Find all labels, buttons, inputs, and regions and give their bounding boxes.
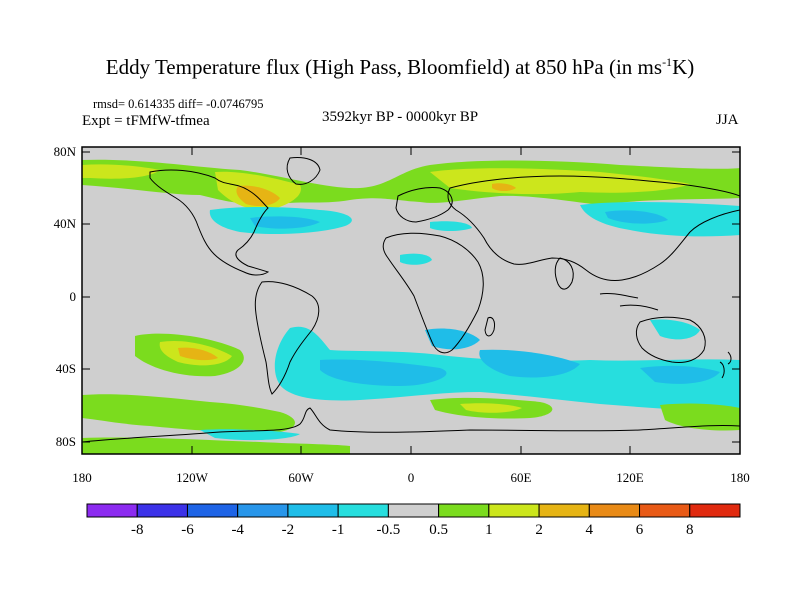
lon-label-180w: 180 [72, 470, 92, 485]
season-label: JJA [716, 112, 739, 128]
colorbar-swatch [86, 503, 138, 518]
south-pacific-orange [178, 347, 218, 361]
lon-label-120e: 120E [616, 470, 644, 485]
atlantic-negative-core [250, 216, 320, 229]
south-africa-negative [425, 328, 480, 350]
colorbar-swatch [538, 503, 590, 518]
north-africa-negative [400, 253, 432, 265]
title-tail: K) [672, 55, 695, 79]
colorbar-swatch [488, 503, 540, 518]
colorbar-swatch [186, 503, 239, 518]
eurasia-negative-core [605, 210, 668, 224]
period-label: 3592kyr BP - 0000kyr BP [322, 109, 479, 125]
lon-label-120w: 120W [176, 470, 208, 485]
north-america-coast [149, 169, 270, 276]
lat-label-40n: 40N [53, 216, 76, 231]
title-main: Eddy Temperature flux (High Pass, Bloomf… [105, 55, 663, 79]
colorbar-label: -8 [130, 522, 144, 538]
nh-orange-canada [236, 185, 280, 206]
nh-yellow-westpacific [82, 164, 160, 179]
lon-label-60e: 60E [510, 470, 532, 485]
southern-ocean-negative-core-3 [640, 365, 720, 384]
colorbar-label: -6 [181, 522, 194, 538]
india-coast [554, 257, 574, 290]
colorbar-label: 4 [585, 522, 594, 538]
colorbar-label: 6 [635, 522, 644, 538]
colorbar-label: -2 [281, 522, 295, 538]
lat-label-0: 0 [69, 289, 77, 304]
colorbar-label: 2 [535, 522, 543, 538]
madagascar-coast [484, 317, 495, 337]
experiment-label: Expt = tFMfW-tfmea [82, 113, 210, 129]
colorbar-swatch [337, 503, 389, 518]
indonesia-coast [599, 293, 659, 311]
subantarctic-yellow-2 [460, 403, 522, 413]
colorbar [86, 503, 741, 518]
southern-ocean-negative-core-2 [479, 349, 580, 378]
title-superscript: -1 [662, 55, 673, 69]
rmsd-diff-stats: rmsd= 0.614335 diff= -0.0746795 [93, 97, 264, 111]
flux-anomaly-field [82, 159, 740, 454]
lat-label-80s: 80S [55, 434, 76, 449]
colorbar-swatch [387, 503, 440, 518]
nh-orange-siberia [492, 183, 516, 191]
lon-label-60w: 60W [288, 470, 314, 485]
ross-sea-positive [660, 403, 740, 431]
colorbar-label: -4 [231, 522, 244, 538]
africa-coast [382, 232, 484, 354]
australia-coast [635, 316, 706, 363]
subantarctic-positive [82, 394, 295, 433]
lat-label-80n: 80N [53, 144, 76, 159]
colorbar-label: -0.5 [376, 522, 401, 538]
greenland-coast [286, 157, 321, 185]
colorbar-swatch [237, 503, 289, 518]
new-zealand-coast [719, 351, 732, 379]
colorbar-swatch [588, 503, 641, 518]
colorbar-swatch [438, 503, 490, 518]
colorbar-label: -1 [331, 522, 345, 538]
colorbar-swatch [639, 503, 691, 518]
lon-label-180e: 180 [730, 470, 750, 485]
europe-coast [395, 187, 453, 223]
asia-coast [447, 175, 740, 281]
lat-label-40s: 40S [55, 361, 76, 376]
mediterranean-negative [430, 221, 472, 231]
colorbar-label: 8 [686, 522, 694, 538]
southern-ocean-negative-core-1 [320, 359, 447, 386]
axis-ticks [81, 147, 741, 454]
colorbar-swatch [136, 503, 188, 518]
south-america-coast [254, 281, 320, 395]
colorbar-label: 1 [485, 522, 493, 538]
lon-label-0: 0 [407, 470, 415, 485]
australia-negative [650, 319, 700, 340]
antarctica-coast [82, 407, 740, 443]
colorbar-label: 0.5 [429, 522, 448, 538]
colorbar-swatch [689, 503, 741, 518]
antarctic-positive [82, 437, 350, 454]
plot-title: Eddy Temperature flux (High Pass, Bloomf… [0, 55, 800, 80]
coastlines [82, 157, 740, 443]
colorbar-swatch [287, 503, 339, 518]
